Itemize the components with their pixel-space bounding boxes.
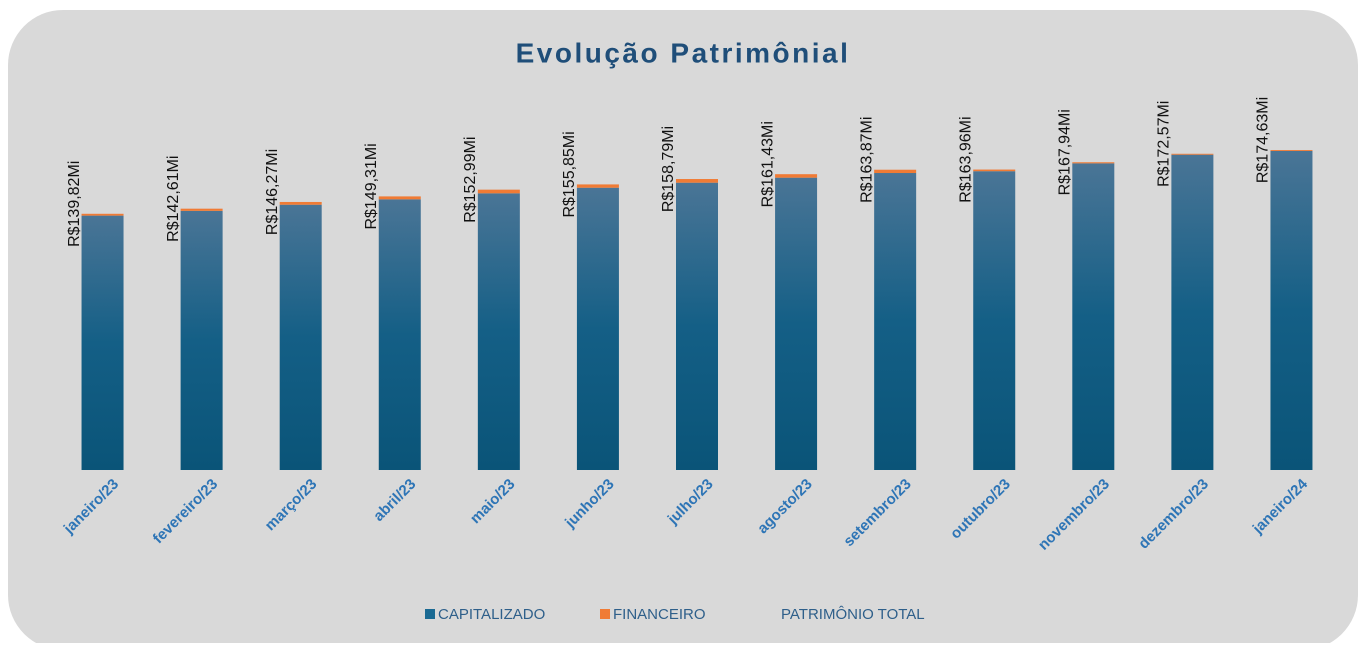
- total-data-label: R$161,43Mi: [759, 121, 776, 207]
- financeiro-bar: [477, 189, 520, 194]
- financeiro-bar: [378, 196, 421, 200]
- financeiro-bar: [81, 213, 124, 216]
- financeiro-bar: [874, 169, 917, 174]
- capitalizado-bar: [279, 204, 322, 470]
- capitalizado-bar: [874, 173, 917, 471]
- total-data-label: R$139,82Mi: [66, 161, 83, 247]
- total-data-label: R$163,96Mi: [957, 116, 974, 202]
- legend-label: CAPITALIZADO: [438, 606, 545, 623]
- capitalizado-bar: [1072, 163, 1115, 471]
- capitalizado-bar: [180, 210, 223, 470]
- financeiro-bar: [180, 208, 223, 211]
- capitalizado-bar: [1270, 150, 1313, 470]
- capitalizado-bar: [81, 215, 124, 470]
- total-data-label: R$152,99Mi: [462, 137, 479, 223]
- total-data-label: R$146,27Mi: [264, 149, 281, 235]
- financeiro-bar: [1270, 150, 1313, 151]
- legend-swatch: [600, 609, 610, 619]
- total-data-label: R$174,63Mi: [1255, 97, 1272, 183]
- total-data-label: R$149,31Mi: [363, 143, 380, 229]
- legend-swatch: [425, 609, 435, 619]
- financeiro-bar: [279, 201, 322, 205]
- total-data-label: R$172,57Mi: [1156, 101, 1173, 187]
- capitalizado-bar: [477, 193, 520, 470]
- financeiro-bar: [576, 184, 619, 188]
- financeiro-bar: [973, 169, 1016, 172]
- total-data-label: R$163,87Mi: [858, 117, 875, 203]
- capitalizado-bar: [1171, 154, 1214, 471]
- capitalizado-bar: [973, 171, 1016, 470]
- financeiro-bar: [775, 174, 818, 178]
- total-data-label: R$155,85Mi: [561, 131, 578, 217]
- legend-label: FINANCEIRO: [613, 606, 706, 623]
- chart-title: Evolução Patrimônial: [516, 37, 851, 68]
- legend-label: PATRIMÔNIO TOTAL: [781, 606, 925, 623]
- financeiro-bar: [1171, 153, 1214, 155]
- total-data-label: R$142,61Mi: [165, 156, 182, 242]
- total-data-label: R$158,79Mi: [660, 126, 677, 212]
- capitalizado-bar: [676, 182, 718, 470]
- total-data-label: R$167,94Mi: [1057, 109, 1074, 195]
- capitalizado-bar: [378, 199, 421, 470]
- capitalizado-bar: [576, 187, 619, 470]
- financeiro-bar: [1072, 162, 1115, 164]
- capitalizado-bar: [775, 177, 818, 471]
- financeiro-bar: [676, 179, 718, 183]
